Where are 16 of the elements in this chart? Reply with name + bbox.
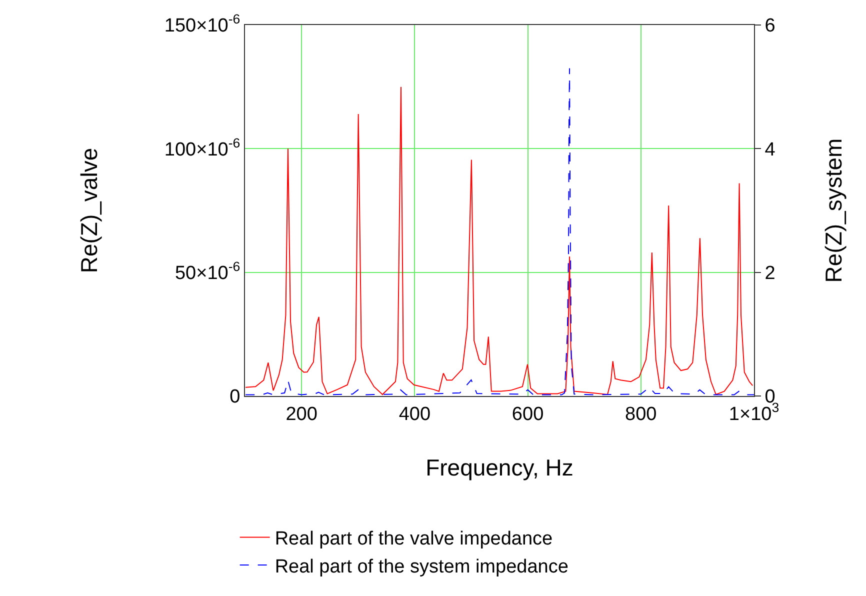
x-tick-label: 400	[398, 404, 431, 425]
y2-tick-label: 2	[764, 262, 776, 284]
y2-tick-label: 6	[764, 16, 776, 37]
legend-label: Real part of the valve impedance	[274, 528, 553, 550]
y-tick-label: 100×10$^{-6}$	[164, 135, 240, 160]
x-tick-label: 200	[286, 404, 318, 425]
x-axis-title: Frequency, Hz	[426, 454, 574, 480]
x-tick-label: 800	[625, 404, 657, 425]
y-tick-label: 150×10$^{-6}$	[164, 12, 240, 37]
y2-tick-label: 4	[764, 139, 776, 160]
y2-axis-title: Re(Z)_system	[820, 138, 846, 283]
x-tick-label: 600	[512, 404, 544, 425]
y-tick-label: 50×10$^{-6}$	[174, 259, 240, 284]
y-axis-title: Re(Z)_valve	[76, 148, 102, 274]
y-tick-label: 0	[230, 386, 240, 408]
legend-label: Real part of the system impedance	[274, 556, 568, 578]
